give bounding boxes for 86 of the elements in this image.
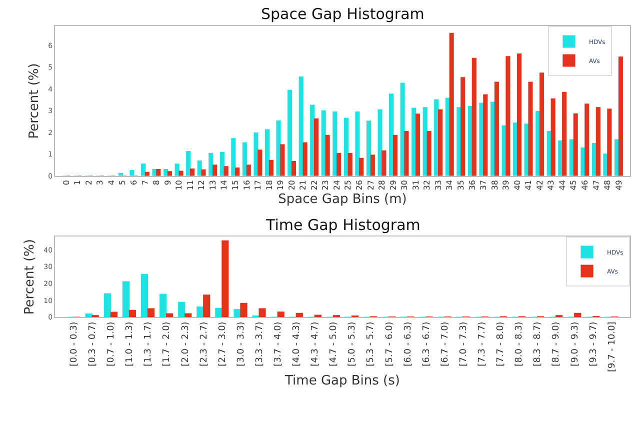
x-tick-label: 19 xyxy=(276,180,286,190)
x-tick-label: 5 xyxy=(118,180,128,186)
x-tick-label: 47 xyxy=(592,180,601,190)
x-tick-label: 20 xyxy=(287,180,296,190)
x-tick-label: 36 xyxy=(468,180,477,190)
x-tick-label: [8.7 - 9.0) xyxy=(552,322,562,366)
x-tick-label: [2.7 - 3.0) xyxy=(218,322,228,366)
x-tick-label: [3.3 - 3.7) xyxy=(254,322,265,366)
x-tick-label: [0.3 - 0.7) xyxy=(88,322,98,366)
y-axis-title: Percent (%) xyxy=(22,239,38,315)
x-tick-label: 18 xyxy=(264,180,274,190)
chart-title: Space Gap Histogram xyxy=(261,5,424,23)
x-tick-label: 49 xyxy=(614,180,624,190)
x-tick-label: 16 xyxy=(242,180,252,190)
x-tick-label: [0.7 - 1.0) xyxy=(106,322,117,366)
x-tick-label: [2.3 - 2.7) xyxy=(199,322,210,366)
x-tick-label: [4.3 - 4.7) xyxy=(310,322,321,366)
x-tick-label: 17 xyxy=(254,180,263,190)
x-tick-label: 31 xyxy=(411,180,420,190)
x-tick-label: [9.0 - 9.3) xyxy=(570,322,580,366)
x-tick-label: [0.0 - 0.3) xyxy=(69,322,80,366)
x-tick-label: 41 xyxy=(524,180,534,190)
x-tick-label: 33 xyxy=(434,180,443,190)
x-tick-label: 4 xyxy=(106,180,116,186)
x-tick-label: [6.3 - 6.7) xyxy=(422,322,432,366)
x-tick-label: [7.0 - 7.3) xyxy=(458,322,469,366)
x-tick-label: 30 xyxy=(400,180,410,190)
x-tick-label: [8.0 - 8.3) xyxy=(514,322,525,366)
x-tick-label: 3 xyxy=(96,180,105,186)
x-tick-label: [7.7 - 8.0) xyxy=(496,322,506,366)
x-tick-label: [9.7 - 10.0] xyxy=(607,322,618,372)
x-tick-label: 26 xyxy=(355,180,364,190)
x-tick-label: 32 xyxy=(422,180,432,190)
x-tick-label: 10 xyxy=(174,180,184,190)
x-tick-label: [7.3 - 7.7) xyxy=(478,322,488,366)
x-tick-label: 34 xyxy=(445,180,454,190)
x-tick-label: 8 xyxy=(152,180,162,186)
x-tick-label: 46 xyxy=(580,180,590,190)
x-tick-label: 28 xyxy=(378,180,387,190)
x-tick-label: 48 xyxy=(603,180,612,190)
x-tick-label: 29 xyxy=(388,180,398,190)
x-tick-label: 37 xyxy=(479,180,488,190)
x-tick-label: 23 xyxy=(321,180,330,190)
x-tick-label: [9.3 - 9.7) xyxy=(588,322,599,366)
y-axis-title: Percent (%) xyxy=(27,63,42,139)
x-tick-label: [6.0 - 6.3) xyxy=(403,322,414,366)
x-tick-label: 13 xyxy=(208,180,218,190)
x-tick-label: 43 xyxy=(546,180,556,190)
x-tick-label: 39 xyxy=(502,180,511,190)
x-tick-label: 38 xyxy=(490,180,500,190)
x-tick-label: [2.0 - 2.3) xyxy=(180,322,191,366)
chart-title: Time Gap Histogram xyxy=(265,216,420,234)
x-tick-label: 27 xyxy=(366,180,376,190)
x-tick-label: [4.7 - 5.0) xyxy=(329,322,340,366)
x-tick-label: [6.7 - 7.0) xyxy=(440,322,450,366)
x-tick-label: 42 xyxy=(535,180,544,190)
x-tick-label: [1.3 - 1.7) xyxy=(144,322,154,366)
x-tick-label: 40 xyxy=(512,180,522,190)
x-tick-label: 2 xyxy=(84,180,94,186)
x-tick-label: 45 xyxy=(569,180,578,190)
x-axis-title: Space Gap Bins (m) xyxy=(278,192,407,207)
x-tick-label: [5.0 - 5.3) xyxy=(348,322,358,366)
x-tick-label: 0 xyxy=(62,180,71,186)
x-axis-title: Time Gap Bins (s) xyxy=(284,374,400,389)
x-tick-label: 22 xyxy=(310,180,319,190)
x-tick-label: [3.0 - 3.3) xyxy=(236,322,246,366)
x-tick-label: [1.7 - 2.0) xyxy=(162,322,172,366)
x-tick-label: 9 xyxy=(163,180,172,186)
x-tick-label: 14 xyxy=(220,180,229,190)
x-tick-label: 25 xyxy=(344,180,353,190)
x-tick-label: [1.0 - 1.3) xyxy=(125,322,136,366)
x-tick-label: [3.7 - 4.0) xyxy=(274,322,284,366)
x-tick-label: 44 xyxy=(558,180,567,190)
x-tick-label: [5.3 - 5.7) xyxy=(366,322,376,366)
x-tick-label: 24 xyxy=(332,180,342,190)
x-tick-label: [8.3 - 8.7) xyxy=(533,322,544,366)
x-tick-label: 35 xyxy=(456,180,466,190)
x-tick-label: 7 xyxy=(140,180,150,186)
x-tick-label: 12 xyxy=(197,180,206,190)
x-tick-label: 1 xyxy=(73,180,82,186)
x-tick-label: 11 xyxy=(186,180,195,190)
x-tick-label: 15 xyxy=(230,180,240,190)
x-tick-label: 21 xyxy=(298,180,308,190)
x-tick-label: [4.0 - 4.3) xyxy=(292,322,302,366)
x-tick-label: [5.7 - 6.0) xyxy=(384,322,395,366)
x-tick-label: 6 xyxy=(130,180,139,186)
